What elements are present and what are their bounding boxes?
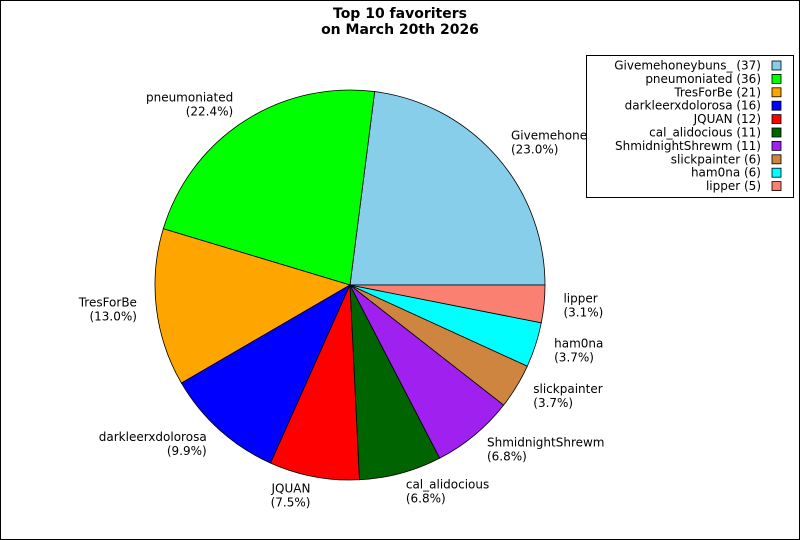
legend-swatch [771,181,782,192]
legend-swatch [771,167,782,178]
slice-label: darkleerxdolorosa [99,430,207,444]
legend-swatch [771,127,782,138]
pie-slice [349,284,546,324]
slice-label: cal_alidocious [406,478,489,492]
legend-label: ham0na (6) [691,166,761,180]
pie-slice [180,284,351,464]
legend-swatch [771,140,782,151]
legend-label: darkleerxdolorosa (16) [625,99,761,113]
legend-swatch [771,74,782,84]
legend-swatch [771,114,782,124]
slice-percent: (9.9%) [167,444,207,458]
slice-label: TresForBe [78,296,137,310]
legend-label: cal_alidocious (11) [649,126,761,140]
legend-swatch [771,87,782,98]
pie-slice [154,228,351,384]
slice-label: slickpainter [533,382,602,396]
legend-swatch [771,60,782,71]
legend-label: JQUAN (12) [693,112,761,126]
slice-label: ham0na [554,336,603,350]
slice-label: JQUAN [271,481,311,495]
slice-percent: (7.5%) [271,495,311,509]
legend-swatch [771,154,782,165]
legend-box [586,55,794,198]
legend-label: slickpainter (6) [671,152,761,166]
slice-percent: (6.8%) [406,492,446,506]
slice-label: ShmidnightShrewm [487,436,605,450]
slice-label: pneumoniated [146,91,233,105]
chart-title: Top 10 favoriters [333,6,467,22]
legend-label: pneumoniated (36) [645,72,761,86]
slice-percent: (22.4%) [186,105,233,119]
legend-label: lipper (5) [706,179,761,193]
legend-label: ShmidnightShrewm (11) [615,139,761,153]
legend-label: Givemehoneybuns_ (37) [614,59,761,73]
pie-slice [162,89,376,286]
slice-percent: (6.8%) [487,450,527,464]
slice-label: lipper [563,291,597,305]
slice-percent: (23.0%) [511,143,558,157]
chart-subtitle: on March 20th 2026 [321,22,479,38]
slice-percent: (3.7%) [533,396,573,410]
legend-label: TresForBe (21) [673,85,761,99]
legend-swatch [771,100,782,111]
slice-percent: (3.7%) [554,350,594,364]
slice-percent: (13.0%) [89,310,136,324]
pie-slice [349,91,546,286]
slice-percent: (3.1%) [563,305,603,319]
